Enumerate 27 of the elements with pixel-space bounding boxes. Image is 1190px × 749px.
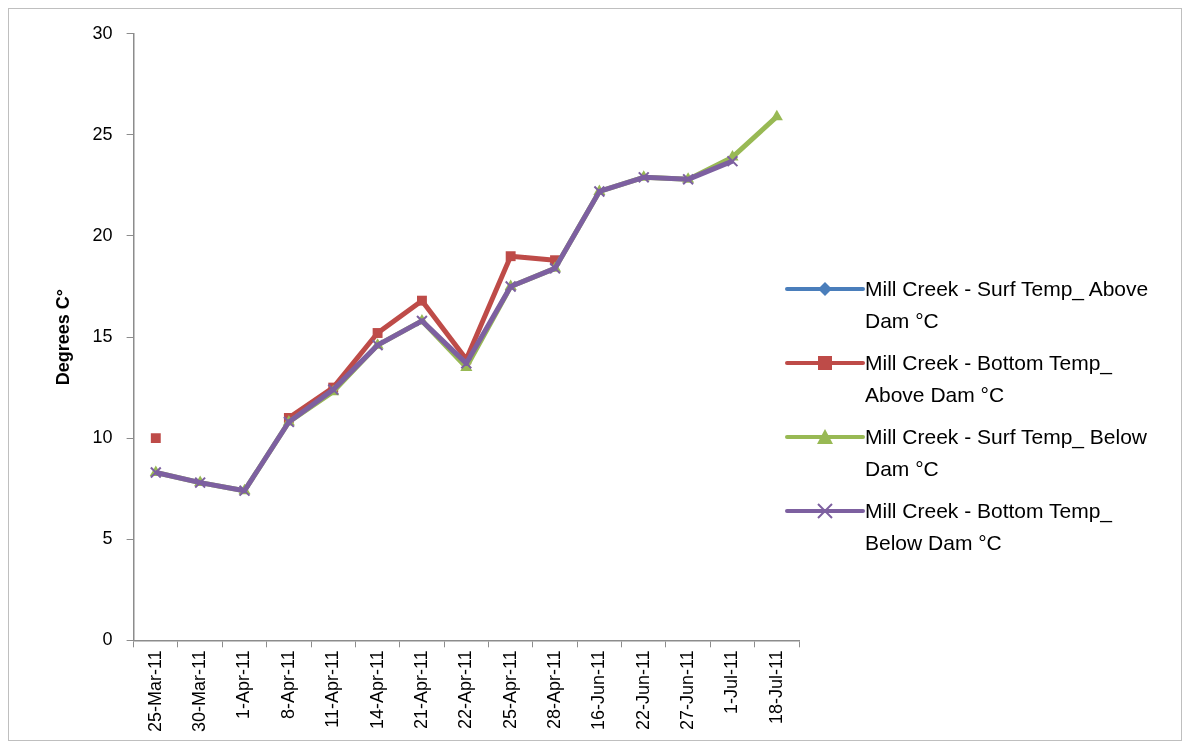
x-tick-label: 22-Apr-11 [455,650,476,730]
x-tick-label: 8-Apr-11 [277,650,298,720]
x-tick-label: 22-Jun-11 [632,650,653,731]
y-tick-label: 15 [92,326,113,347]
x-tick-label: 25-Apr-11 [499,650,520,730]
x-tick-label: 18-Jul-11 [765,650,786,725]
x-tick-label: 21-Apr-11 [410,650,431,730]
y-tick-label: 5 [102,528,113,549]
x-tick-label: 16-Jun-11 [588,650,609,731]
legend-label: Mill Creek - Bottom Temp_ Below Dam °C [865,498,1114,556]
y-tick-label: 0 [102,629,113,650]
legend-label: Mill Creek - Surf Temp_ Above Dam °C [865,276,1150,334]
x-tick-label: 11-Apr-11 [322,650,343,728]
x-tick-label: 25-Mar-11 [144,650,165,733]
legend-label: Mill Creek - Bottom Temp_ Above Dam °C [865,350,1114,408]
y-axis-title: Degrees C° [52,288,73,386]
y-tick-label: 20 [92,224,113,245]
x-tick-label: 30-Mar-11 [189,650,210,733]
y-tick-label: 30 [92,22,113,43]
x-tick-label: 1-Apr-11 [233,650,254,720]
y-tick-label: 10 [92,427,113,448]
x-tick-label: 28-Apr-11 [544,650,564,730]
x-tick-label: 1-Jul-11 [721,650,742,715]
y-tick-label: 25 [92,123,113,144]
x-tick-label: 14-Apr-11 [366,650,387,730]
x-tick-label: 27-Jun-11 [677,650,698,731]
legend-label: Mill Creek - Surf Temp_ Below Dam °C [865,424,1149,482]
